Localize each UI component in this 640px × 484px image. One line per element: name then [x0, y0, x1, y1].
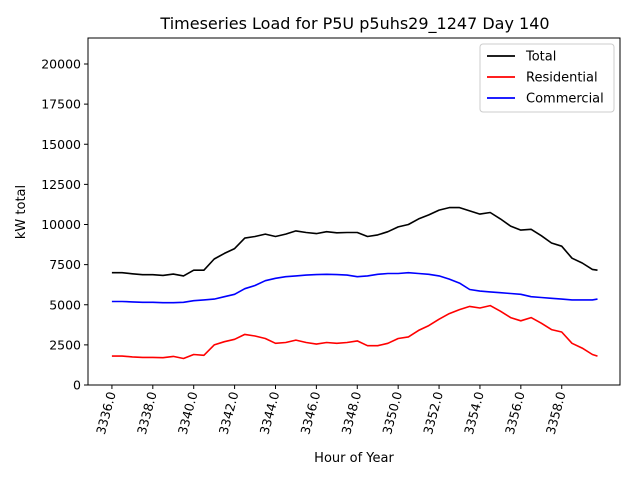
y-tick-label: 7500	[49, 257, 81, 272]
legend: Total Residential Commercial	[479, 43, 615, 113]
legend-label-total: Total	[525, 50, 556, 65]
legend-box	[479, 43, 615, 113]
y-tick-label: 0	[73, 378, 81, 393]
x-tick-label: 3352.0	[420, 390, 446, 436]
y-tick-label: 10000	[41, 217, 81, 232]
legend-label-commercial: Commercial	[526, 92, 604, 107]
x-axis-label: Hour of Year	[314, 451, 394, 466]
y-axis-label: kW total	[14, 185, 29, 239]
plot-area	[111, 206, 598, 360]
x-tick-label: 3342.0	[216, 390, 242, 436]
y-tick-label: 17500	[41, 97, 81, 112]
y-tick-label: 20000	[41, 57, 81, 72]
x-tick-label: 3346.0	[297, 390, 323, 436]
y-tick-label: 2500	[49, 337, 81, 352]
x-tick-label: 3348.0	[338, 390, 364, 436]
x-tick-label: 3358.0	[543, 390, 569, 436]
legend-label-residential: Residential	[526, 71, 598, 86]
series-line-residential	[111, 304, 598, 360]
x-tick-label: 3354.0	[461, 390, 487, 436]
x-tick-label: 3336.0	[93, 390, 119, 436]
x-tick-label: 3344.0	[257, 390, 283, 436]
y-tick-label: 12500	[41, 177, 81, 192]
series-line-total	[111, 206, 598, 277]
x-tick-label: 3356.0	[502, 390, 528, 436]
chart-title: Timeseries Load for P5U p5uhs29_1247 Day…	[159, 14, 549, 34]
x-tick-label: 3340.0	[175, 390, 201, 436]
series-line-commercial	[111, 271, 598, 304]
y-tick-label: 15000	[41, 137, 81, 152]
x-tick-label: 3338.0	[134, 390, 160, 436]
y-tick-label: 5000	[49, 297, 81, 312]
axes-frame	[87, 37, 621, 386]
x-tick-label: 3350.0	[379, 390, 405, 436]
